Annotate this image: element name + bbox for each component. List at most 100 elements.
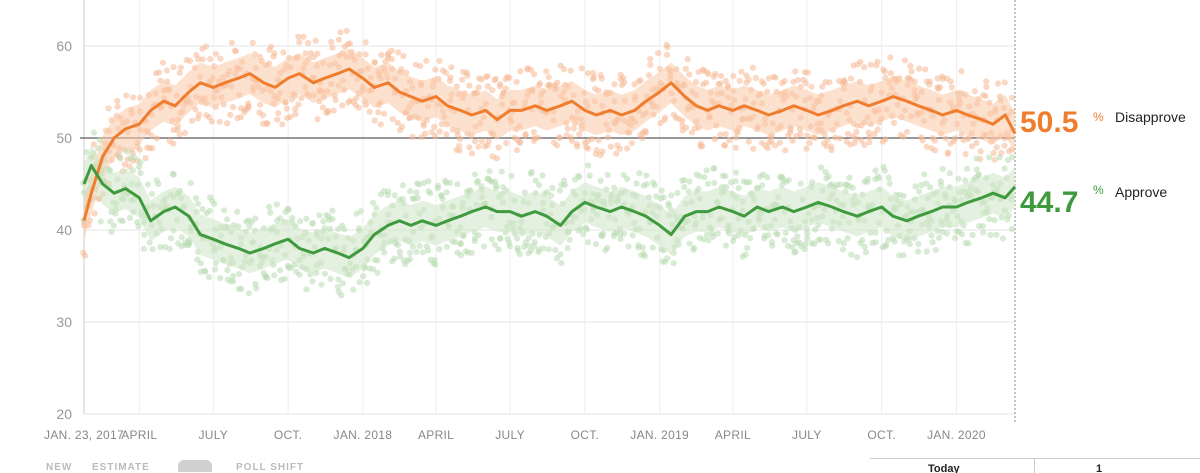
approve-poll-dot [986, 154, 993, 161]
approve-poll-dot [872, 167, 879, 174]
approve-poll-dot [584, 239, 592, 246]
disapprove-poll-dot [531, 71, 538, 78]
approve-poll-dot [419, 249, 426, 256]
disapprove-poll-dot [573, 140, 580, 148]
disapprove-poll-dot [506, 74, 513, 81]
approve-poll-dot [765, 232, 772, 239]
disapprove-poll-dot [274, 116, 281, 123]
approve-poll-dot [374, 257, 381, 264]
approve-poll-dot [915, 188, 923, 195]
approve-poll-dot [853, 253, 861, 261]
approve-poll-dot [782, 229, 789, 236]
disapprove-poll-dot [170, 64, 177, 71]
disapprove-poll-dot [942, 135, 949, 142]
approve-poll-dot [946, 170, 953, 177]
disapprove-poll-dot [546, 81, 553, 88]
approve-poll-dot [583, 226, 590, 233]
approve-poll-dot [789, 244, 796, 251]
approve-poll-dot [284, 205, 291, 212]
approve-poll-dot [681, 184, 688, 191]
approve-poll-dot [497, 235, 504, 242]
approve-poll-dot [539, 172, 546, 179]
disapprove-poll-dot [195, 56, 202, 63]
disapprove-poll-dot [295, 33, 302, 40]
disapprove-poll-dot [772, 142, 779, 149]
disapprove-poll-dot [570, 125, 578, 132]
x-tick-label: APRIL [418, 428, 454, 442]
disapprove-poll-dot [398, 66, 405, 73]
approve-poll-dot [329, 215, 336, 223]
approve-poll-dot [965, 240, 972, 247]
approve-poll-dot [262, 274, 269, 281]
approve-poll-dot [192, 194, 200, 202]
approve-poll-dot [822, 168, 829, 176]
disapprove-poll-dot [882, 136, 889, 143]
approve-poll-dot [406, 249, 414, 257]
approve-poll-dot [804, 235, 811, 242]
approve-poll-dot [650, 179, 657, 186]
disapprove-poll-dot [916, 65, 923, 72]
approve-poll-dot [746, 178, 753, 186]
approve-poll-dot [206, 207, 213, 215]
approve-poll-dot [245, 290, 252, 297]
disapprove-poll-dot [661, 117, 668, 124]
distribution-swatch-icon [178, 458, 262, 472]
disapprove-poll-dot [750, 145, 757, 152]
disapprove-poll-dot [923, 143, 930, 150]
disapprove-poll-dot [423, 57, 430, 64]
approve-poll-dot [549, 184, 556, 192]
disapprove-poll-dot [335, 36, 342, 43]
disapprove-poll-dot [926, 78, 934, 85]
disapprove-poll-dot [782, 147, 789, 154]
disapprove-poll-dot [852, 135, 860, 142]
approve-poll-dot [110, 222, 118, 229]
approve-poll-dot [281, 275, 288, 283]
approve-poll-dot [369, 199, 377, 206]
approve-poll-dot [327, 275, 334, 283]
approve-poll-dot [238, 285, 245, 292]
disapprove-poll-dot [137, 94, 144, 101]
disapprove-uncertainty-band [84, 48, 1015, 242]
approve-poll-dot [406, 255, 413, 263]
y-tick-label: 60 [56, 38, 72, 54]
disapprove-poll-dot [536, 80, 544, 87]
disapprove-poll-dot [484, 142, 491, 149]
disapprove-poll-dot [196, 111, 203, 118]
approve-poll-dot [161, 243, 169, 251]
approve-poll-dot [276, 267, 284, 274]
disapprove-poll-dot [721, 142, 728, 149]
approve-poll-dot [360, 272, 367, 280]
approve-poll-dot [943, 230, 950, 237]
approve-poll-dot [407, 188, 414, 195]
disapprove-poll-dot [613, 150, 620, 157]
approve-poll-dot [802, 241, 809, 248]
disapprove-poll-dot [857, 58, 864, 65]
approve-poll-dot [552, 246, 559, 254]
disapprove-poll-dot [91, 210, 98, 217]
disapprove-poll-dot [489, 86, 496, 94]
table-divider [1034, 459, 1035, 473]
disapprove-poll-dot [595, 87, 602, 94]
approve-poll-dot [443, 243, 451, 250]
approve-poll-dot [844, 235, 851, 242]
approve-poll-dot [527, 247, 535, 254]
disapprove-poll-dot [567, 67, 574, 74]
disapprove-poll-dot [806, 139, 813, 147]
disapprove-poll-dot [400, 52, 407, 60]
disapprove-poll-dot [212, 50, 220, 58]
approve-poll-dot [872, 239, 879, 246]
disapprove-poll-dot [528, 66, 535, 73]
approve-poll-dot [220, 207, 228, 214]
approve-poll-dot [695, 185, 702, 192]
disapprove-poll-dot [836, 135, 843, 142]
approve-poll-dot [999, 235, 1007, 242]
approve-poll-dot [140, 245, 148, 252]
disapprove-poll-dot [381, 110, 388, 117]
approve-line [82, 164, 1017, 260]
approve-poll-dot [108, 228, 115, 236]
approve-poll-dot [874, 173, 881, 180]
approve-poll-dot [742, 251, 749, 258]
x-tick-label: JULY [198, 428, 228, 442]
disapprove-poll-dot [456, 142, 463, 149]
approve-poll-dot [137, 159, 144, 166]
